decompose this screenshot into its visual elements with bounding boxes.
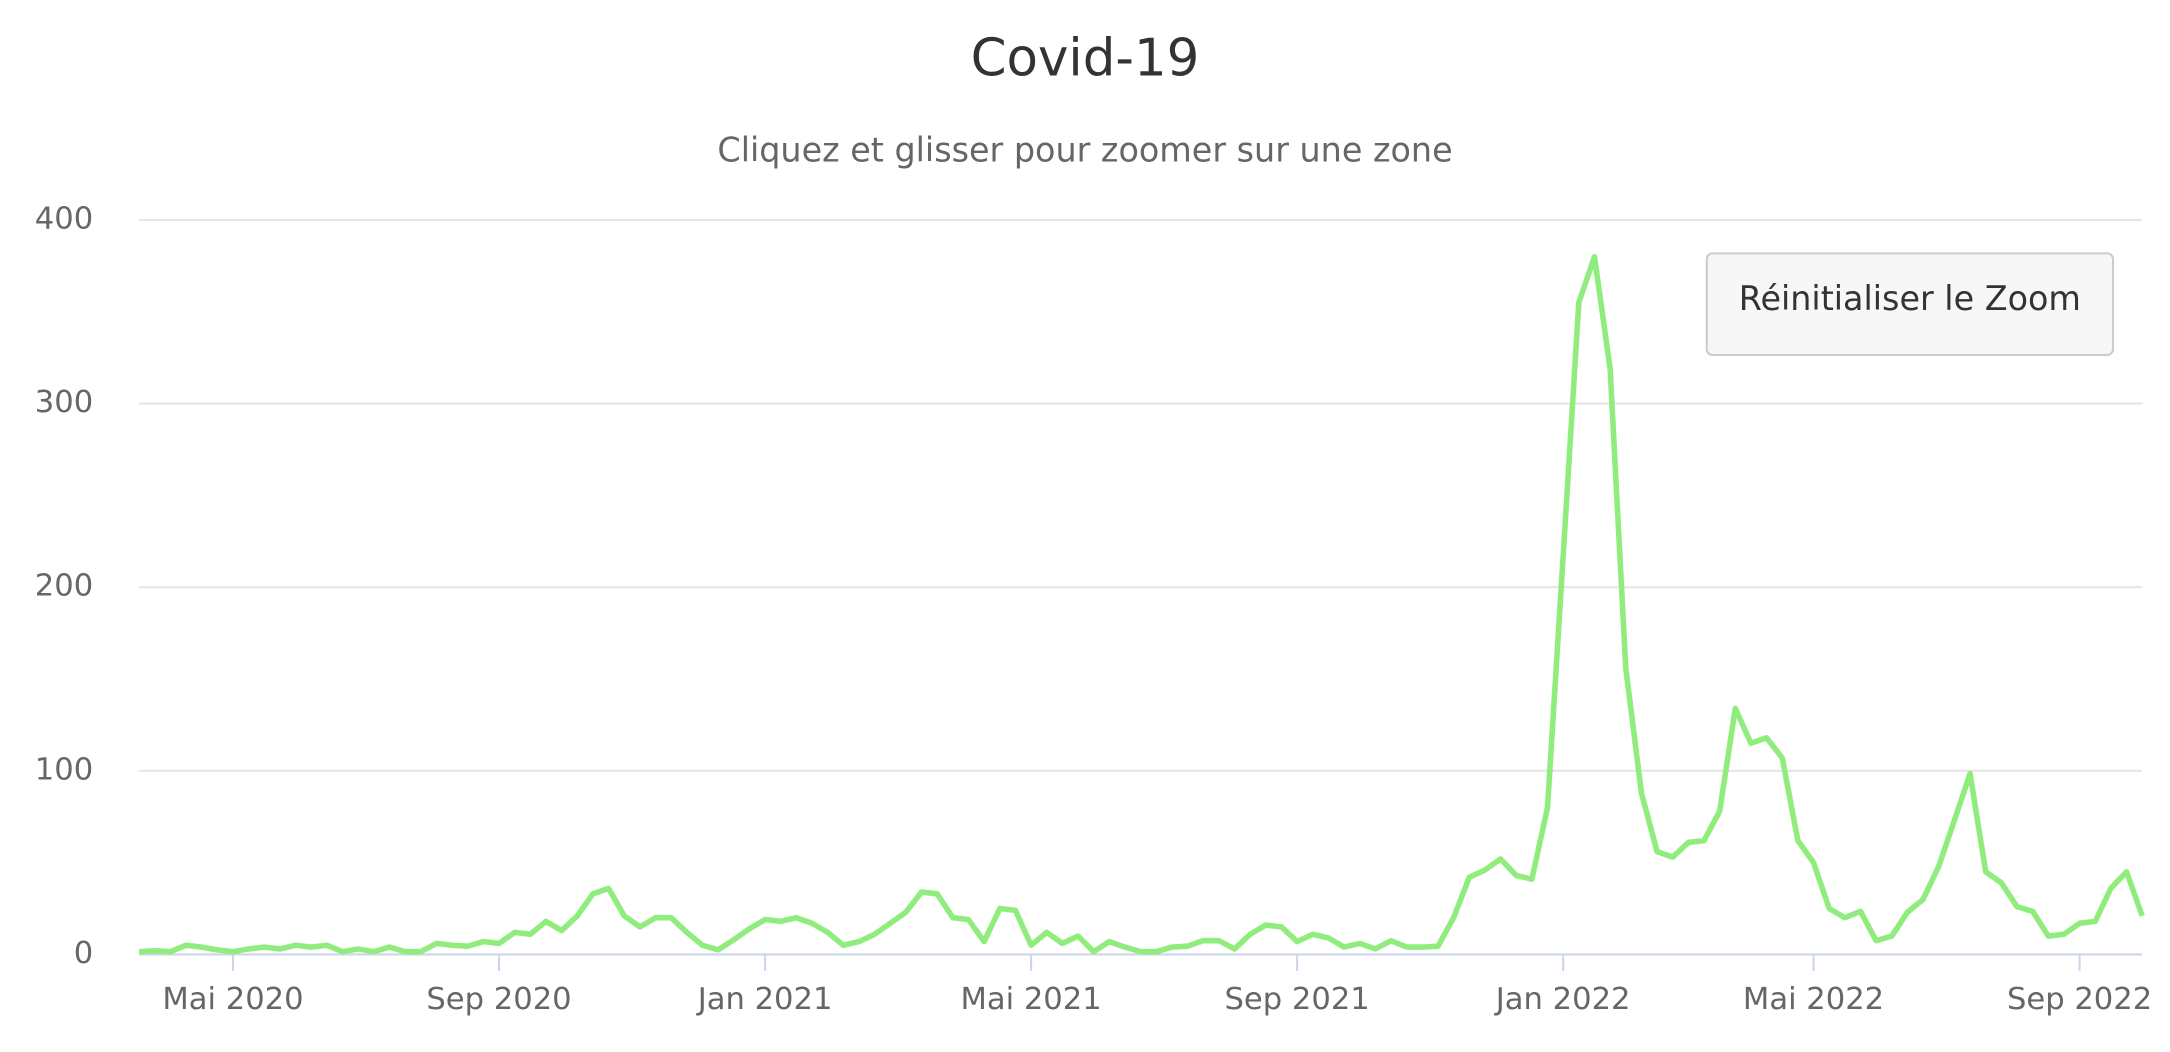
reset-zoom-button[interactable]: Réinitialiser le Zoom xyxy=(1705,252,2115,356)
y-tick-label: 100 xyxy=(35,752,93,787)
chart-subtitle: Cliquez et glisser pour zoomer sur une z… xyxy=(717,130,1452,169)
button-background[interactable] xyxy=(1705,252,2115,356)
button-label[interactable]: Réinitialiser le Zoom xyxy=(1739,279,2081,318)
y-tick-label: 200 xyxy=(35,569,93,604)
x-tick-label: Sep 2022 xyxy=(2007,982,2152,1017)
y-tick-label: 400 xyxy=(35,201,93,236)
y-tick-label: 300 xyxy=(35,385,93,420)
x-tick-label: Jan 2021 xyxy=(696,982,833,1017)
data-line xyxy=(138,253,2145,955)
x-tick-label: Mai 2021 xyxy=(960,982,1101,1017)
chart-title: Covid-19 xyxy=(971,28,1200,88)
x-tick-label: Mai 2022 xyxy=(1743,982,1884,1017)
x-tick-label: Mai 2020 xyxy=(162,982,303,1017)
x-tick-label: Jan 2022 xyxy=(1494,982,1631,1017)
x-tick-label: Sep 2021 xyxy=(1225,982,1370,1017)
y-tick-label: 0 xyxy=(74,936,93,971)
x-tick-label: Sep 2020 xyxy=(426,982,571,1017)
